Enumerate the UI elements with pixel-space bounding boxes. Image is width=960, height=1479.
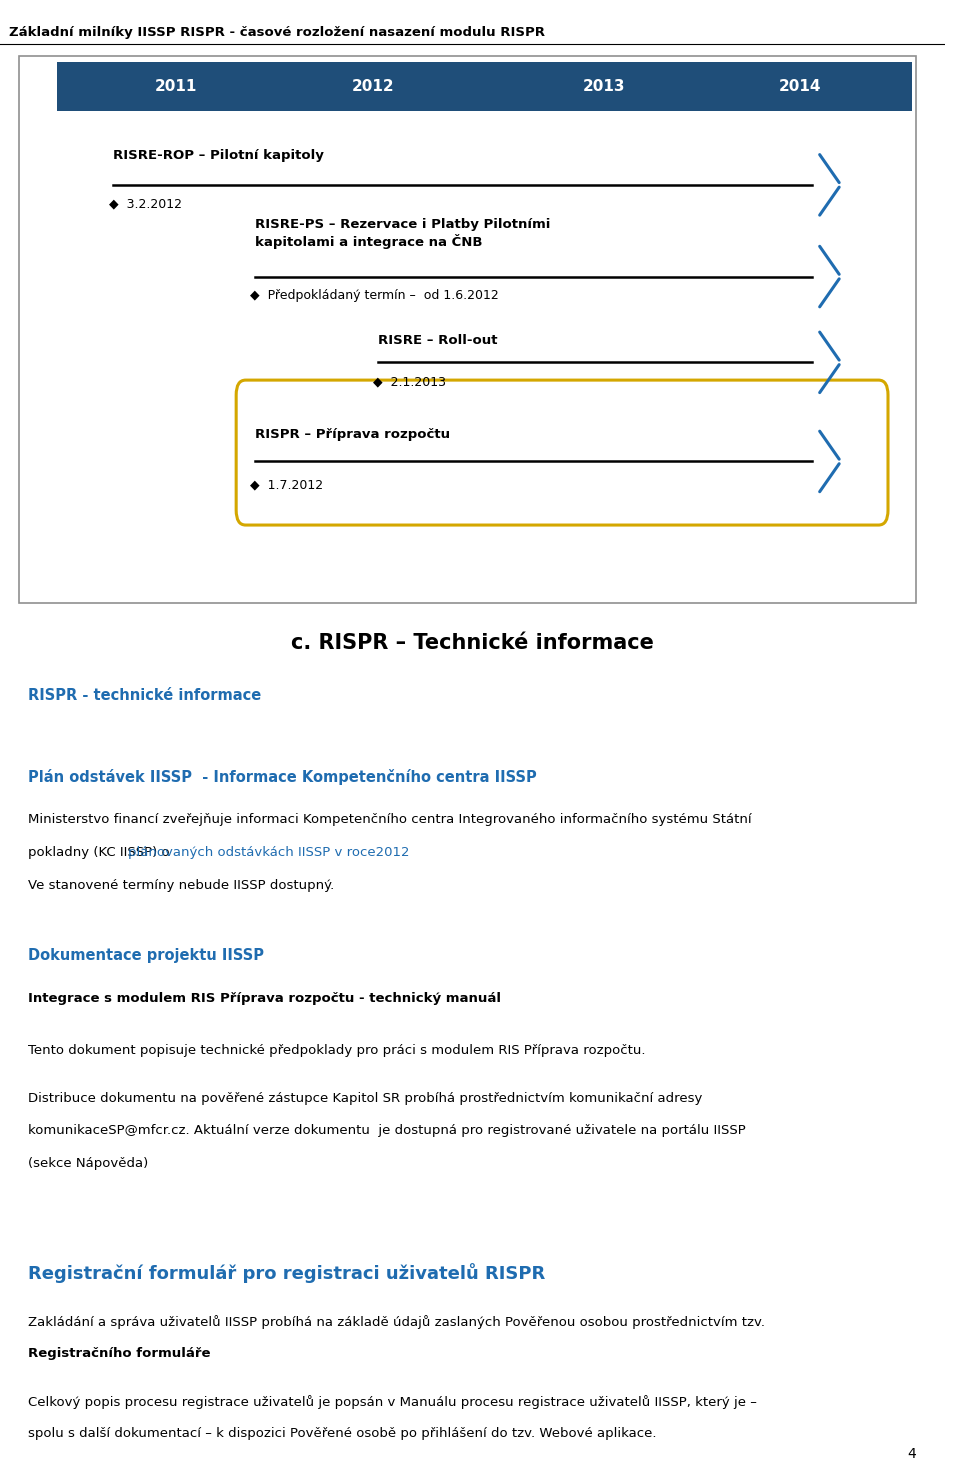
Text: ◆  3.2.2012: ◆ 3.2.2012 [108,198,181,210]
Text: 2013: 2013 [583,78,625,95]
Text: Celkový popis procesu registrace uživatelů je popsán v Manuálu procesu registrac: Celkový popis procesu registrace uživate… [29,1395,757,1408]
Text: RISPR - technické informace: RISPR - technické informace [29,688,261,703]
Text: 2012: 2012 [351,78,395,95]
FancyBboxPatch shape [19,56,917,603]
Text: pokladny (KC IISSP) o: pokladny (KC IISSP) o [29,846,174,859]
Text: Tento dokument popisuje technické předpoklady pro práci s modulem RIS Příprava r: Tento dokument popisuje technické předpo… [29,1044,646,1057]
Text: 2014: 2014 [780,78,822,95]
Text: ◆  Předpokládaný termín –  od 1.6.2012: ◆ Předpokládaný termín – od 1.6.2012 [251,290,499,302]
Text: c. RISPR – Technické informace: c. RISPR – Technické informace [291,633,654,654]
Text: Integrace s modulem RIS Příprava rozpočtu - technický manuál: Integrace s modulem RIS Příprava rozpočt… [29,992,501,1006]
Text: Registrační formulář pro registraci uživatelů RISPR: Registrační formulář pro registraci uživ… [29,1263,545,1284]
Text: Plán odstávek IISSP  - Informace Kompetenčního centra IISSP: Plán odstávek IISSP - Informace Kompeten… [29,769,537,785]
Text: Ministerstvo financí zveřejňuje informaci Kompetenčního centra Integrovaného inf: Ministerstvo financí zveřejňuje informac… [29,813,752,827]
Text: Zakládání a správa uživatelů IISSP probíhá na základě údajů zaslaných Pověřenou : Zakládání a správa uživatelů IISSP probí… [29,1315,765,1328]
Text: (sekce Nápověda): (sekce Nápověda) [29,1157,149,1170]
Text: RISPR – Příprava rozpočtu: RISPR – Příprava rozpočtu [255,429,450,441]
Text: RISRE-PS – Rezervace i Platby Pilotními
kapitolami a integrace na ČNB: RISRE-PS – Rezervace i Platby Pilotními … [255,219,550,248]
Text: plánovaných odstávkách IISSP v roce2012: plánovaných odstávkách IISSP v roce2012 [128,846,410,859]
Text: 4: 4 [907,1448,917,1461]
Text: Distribuce dokumentu na pověřené zástupce Kapitol SR probíhá prostřednictvím kom: Distribuce dokumentu na pověřené zástupc… [29,1092,703,1105]
Text: RISRE-ROP – Pilotní kapitoly: RISRE-ROP – Pilotní kapitoly [113,149,324,161]
FancyBboxPatch shape [236,380,888,525]
Text: ◆  1.7.2012: ◆ 1.7.2012 [251,479,324,491]
Text: RISRE – Roll-out: RISRE – Roll-out [378,334,497,346]
Text: Základní milníky IISSP RISPR - časové rozložení nasazení modulu RISPR: Základní milníky IISSP RISPR - časové ro… [10,27,545,38]
Text: Dokumentace projektu IISSP: Dokumentace projektu IISSP [29,948,264,963]
Text: 2011: 2011 [156,78,198,95]
Text: komunikaceSP@mfcr.cz. Aktuální verze dokumentu  je dostupná pro registrované uži: komunikaceSP@mfcr.cz. Aktuální verze dok… [29,1124,746,1137]
Text: Registračního formuláře: Registračního formuláře [29,1347,211,1361]
Text: ◆  2.1.2013: ◆ 2.1.2013 [373,376,446,387]
Text: spolu s další dokumentací – k dispozici Pověřené osobě po přihlášení do tzv. Web: spolu s další dokumentací – k dispozici … [29,1427,657,1441]
Text: Ve stanovené termíny nebude IISSP dostupný.: Ve stanovené termíny nebude IISSP dostup… [29,879,335,892]
FancyBboxPatch shape [57,62,912,111]
